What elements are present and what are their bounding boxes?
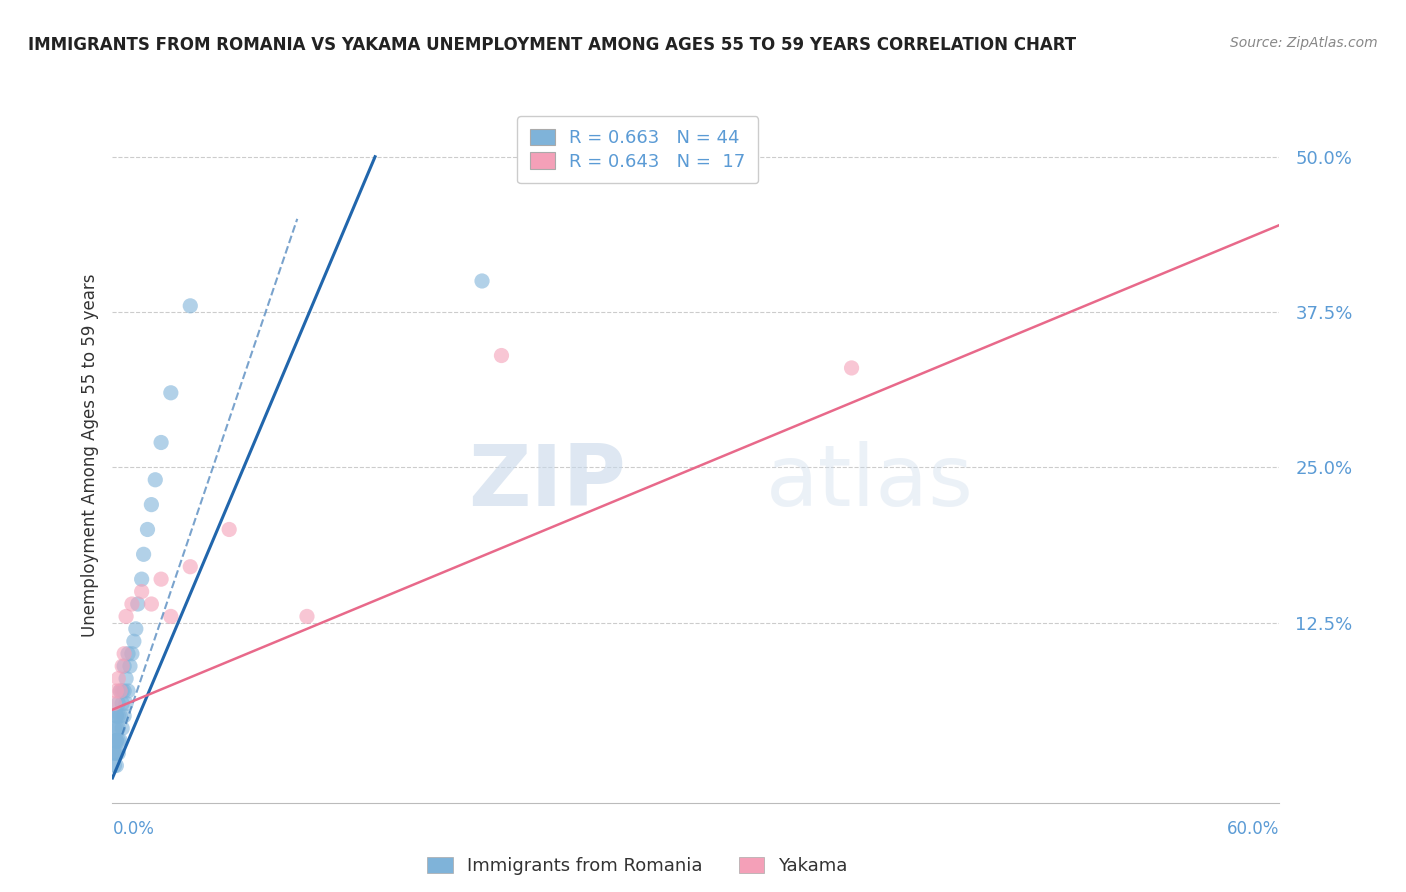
Point (115, 609, 138, 624)
Point (115, 697, 138, 711)
Point (115, 672, 138, 686)
Point (103, 758, 125, 772)
Point (160, 609, 183, 624)
Text: Source: ZipAtlas.com: Source: ZipAtlas.com (1230, 36, 1378, 50)
Point (107, 721, 129, 735)
Text: atlas: atlas (766, 442, 974, 524)
Point (105, 733, 128, 747)
Point (131, 572, 153, 586)
Point (141, 498, 163, 512)
Point (141, 597, 163, 611)
Point (103, 733, 125, 747)
Point (105, 684, 128, 698)
Legend: Immigrants from Romania, Yakama: Immigrants from Romania, Yakama (419, 848, 856, 884)
Point (491, 349, 513, 363)
Point (112, 708, 135, 723)
Point (121, 597, 143, 611)
Point (110, 684, 132, 698)
Point (117, 684, 139, 698)
Point (110, 684, 132, 698)
Point (121, 647, 143, 661)
Point (136, 523, 159, 537)
Point (118, 659, 141, 673)
Point (143, 473, 166, 487)
Point (103, 697, 125, 711)
Point (131, 584, 153, 599)
Point (111, 697, 134, 711)
Point (105, 733, 128, 747)
Point (107, 697, 129, 711)
Point (105, 721, 128, 735)
Point (218, 523, 240, 537)
Text: 0.0%: 0.0% (112, 820, 155, 838)
Point (107, 733, 129, 747)
Point (150, 435, 173, 450)
Point (105, 708, 128, 723)
Point (110, 733, 132, 747)
Point (110, 708, 132, 723)
Point (160, 385, 183, 400)
Point (111, 684, 134, 698)
Point (111, 659, 134, 673)
Point (179, 559, 201, 574)
Point (112, 647, 135, 661)
Point (841, 361, 863, 376)
Point (112, 659, 135, 673)
Point (295, 609, 318, 624)
Point (150, 572, 173, 586)
Point (111, 721, 134, 735)
Text: 60.0%: 60.0% (1227, 820, 1279, 838)
Point (103, 721, 125, 735)
Text: ZIP: ZIP (468, 442, 626, 524)
Point (105, 746, 128, 760)
Point (107, 746, 129, 760)
Y-axis label: Unemployment Among Ages 55 to 59 years: Unemployment Among Ages 55 to 59 years (80, 273, 98, 637)
Point (112, 684, 135, 698)
Point (122, 634, 145, 648)
Point (132, 547, 155, 561)
Point (471, 274, 494, 288)
Text: IMMIGRANTS FROM ROMANIA VS YAKAMA UNEMPLOYMENT AMONG AGES 55 TO 59 YEARS CORRELA: IMMIGRANTS FROM ROMANIA VS YAKAMA UNEMPL… (28, 36, 1076, 54)
Point (125, 622, 148, 636)
Point (179, 299, 201, 313)
Point (103, 746, 125, 760)
Point (103, 746, 125, 760)
Point (107, 708, 129, 723)
Point (105, 758, 128, 772)
Point (107, 672, 129, 686)
Point (105, 708, 128, 723)
Point (127, 597, 149, 611)
Point (117, 647, 139, 661)
